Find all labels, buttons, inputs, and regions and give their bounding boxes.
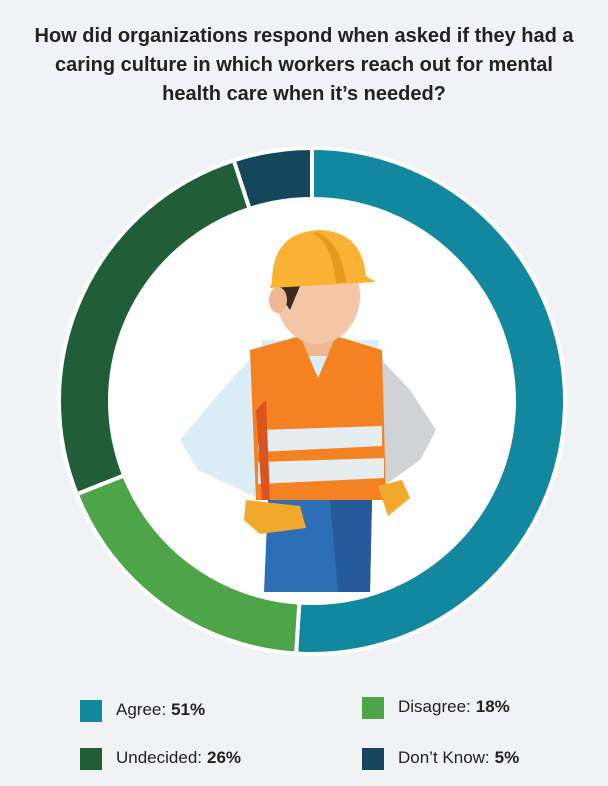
legend-label: Don’t Know: 5% xyxy=(398,748,519,767)
legend-label: Agree: 51% xyxy=(116,700,205,719)
worker-illustration xyxy=(180,230,436,592)
chart-title: How did organizations respond when asked… xyxy=(34,25,574,105)
legend-value: 26% xyxy=(207,748,241,767)
donut-segment xyxy=(231,145,314,212)
legend-category: Disagree: xyxy=(398,697,471,716)
donut-segment xyxy=(293,145,567,656)
legend-category: Agree: xyxy=(116,700,166,719)
legend-category: Undecided: xyxy=(116,748,202,767)
legend-swatch xyxy=(362,697,384,719)
legend-category: Don’t Know: xyxy=(398,748,490,767)
legend-swatch xyxy=(80,748,102,770)
legend-label: Disagree: 18% xyxy=(398,697,510,716)
legend: Agree: 51% Disagree: 18% Undecided: 26% Don’t … xyxy=(80,697,519,770)
legend-label: Undecided: 26% xyxy=(116,748,241,767)
legend-value: 5% xyxy=(495,748,520,767)
legend-swatch xyxy=(362,748,384,770)
legend-value: 51% xyxy=(171,700,205,719)
legend-value: 18% xyxy=(476,697,510,716)
legend-swatch xyxy=(80,700,102,722)
